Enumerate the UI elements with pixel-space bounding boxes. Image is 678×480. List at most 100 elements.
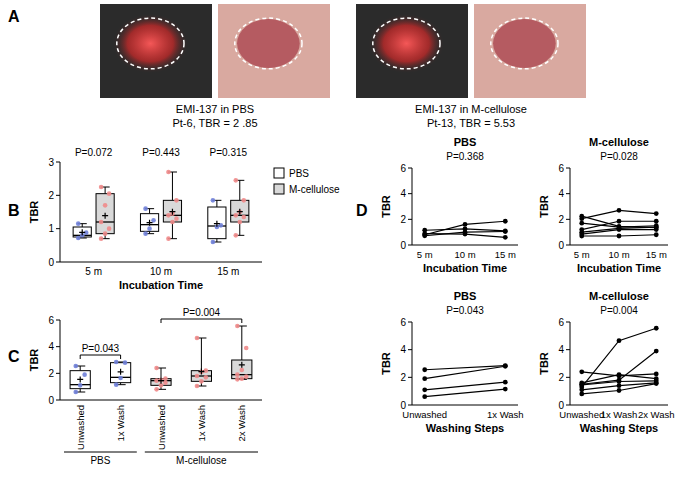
y-tick xyxy=(566,245,570,246)
data-point xyxy=(503,229,508,234)
whisker xyxy=(80,366,81,371)
data-point xyxy=(82,372,87,377)
whisker xyxy=(239,180,240,200)
figure: AEMI-137 in PBSPt-6, TBR = 2 .85EMI-137 … xyxy=(0,0,678,480)
x-tick-label: 10 m xyxy=(608,249,629,260)
data-point xyxy=(73,390,78,395)
y-axis: 0246TBR xyxy=(28,315,262,406)
data-point xyxy=(78,383,83,388)
x-tick-label: 10 m xyxy=(454,249,475,260)
box xyxy=(73,227,91,237)
data-point xyxy=(114,360,119,365)
whisker xyxy=(172,172,173,200)
y-axis-title: TBR xyxy=(380,352,392,375)
mean-marker xyxy=(237,209,243,215)
data-point xyxy=(211,240,216,245)
data-point xyxy=(174,216,179,221)
y-axis-line xyxy=(412,168,413,245)
image-caption: Pt-6, TBR = 2 .85 xyxy=(172,117,257,129)
y-tick xyxy=(408,193,412,194)
y-tick xyxy=(56,346,60,347)
y-tick xyxy=(408,322,412,323)
y-tick-label: 2 xyxy=(558,214,564,225)
y-tick xyxy=(566,322,570,323)
data-point xyxy=(107,226,112,231)
data-point xyxy=(654,211,659,216)
data-point xyxy=(422,387,427,392)
y-axis-title: TBR xyxy=(538,352,550,375)
x-tick-label: 1x Wash xyxy=(487,409,524,420)
data-point xyxy=(503,235,508,240)
y-axis-title: TBR xyxy=(28,349,40,372)
data-point xyxy=(503,364,508,369)
x-axis-title: Incubation Time xyxy=(577,262,661,274)
x-tick-label: 5 m xyxy=(85,266,102,277)
data-point xyxy=(235,372,240,377)
x-axis-title: Washing Steps xyxy=(580,422,658,434)
subject-line xyxy=(425,366,506,378)
y-axis: 0246TBR xyxy=(538,163,668,251)
marks xyxy=(579,208,658,238)
x-tick-label: 2x Wash xyxy=(638,409,675,420)
data-point xyxy=(617,383,622,388)
data-point xyxy=(579,369,584,374)
mean-marker xyxy=(147,220,153,226)
photo-pair xyxy=(356,4,586,98)
x-tick-label: 15 m xyxy=(495,249,516,260)
data-point xyxy=(143,206,148,211)
y-tick-label: 6 xyxy=(558,163,564,174)
x-tick-label: 5 m xyxy=(574,249,590,260)
data-point xyxy=(654,380,659,385)
data-point xyxy=(422,231,427,236)
data-point xyxy=(233,213,238,218)
group-label: PBS xyxy=(90,455,110,466)
data-point xyxy=(76,221,81,226)
data-point xyxy=(170,220,175,225)
data-point xyxy=(114,382,119,387)
marks xyxy=(422,363,507,399)
y-tick xyxy=(56,228,60,229)
mean-marker xyxy=(102,213,108,219)
subject-line xyxy=(425,366,506,370)
data-point xyxy=(237,220,242,225)
tumor-outline xyxy=(235,18,302,69)
box xyxy=(232,360,252,379)
group-label: M-cellulose xyxy=(176,455,227,466)
chart-title: PBS xyxy=(454,136,477,148)
legend-swatch xyxy=(274,184,284,194)
median xyxy=(231,215,249,216)
y-axis: 0246TBR xyxy=(380,163,518,251)
data-point xyxy=(654,371,659,376)
y-axis: 0123TBR xyxy=(28,157,262,268)
data-point xyxy=(579,221,584,226)
data-point xyxy=(503,219,508,224)
y-tick xyxy=(56,195,60,196)
data-point xyxy=(233,233,238,238)
significance-bracket xyxy=(161,319,242,323)
image-title: EMI-137 in PBS xyxy=(176,103,254,115)
subject-line xyxy=(582,328,656,387)
y-tick xyxy=(566,168,570,169)
legend-swatch xyxy=(274,168,284,178)
y-tick-label: 4 xyxy=(558,344,564,355)
y-tick xyxy=(408,168,412,169)
p-value: P=0.028 xyxy=(600,151,638,162)
data-point xyxy=(654,326,659,331)
data-point xyxy=(422,394,427,399)
data-point xyxy=(463,232,468,237)
x-axis-line xyxy=(412,405,518,406)
y-tick-label: 0 xyxy=(558,240,564,251)
data-point xyxy=(211,198,216,203)
data-point xyxy=(166,236,171,241)
box xyxy=(208,207,226,239)
y-tick xyxy=(566,349,570,350)
group-line xyxy=(145,452,258,453)
data-point xyxy=(195,384,200,389)
data-point xyxy=(654,227,659,232)
significance-bracket xyxy=(80,355,120,359)
panel-letter: D xyxy=(356,202,368,219)
y-tick-label: 6 xyxy=(400,317,406,328)
box xyxy=(163,200,181,222)
data-point xyxy=(166,170,171,175)
data-point xyxy=(422,367,427,372)
